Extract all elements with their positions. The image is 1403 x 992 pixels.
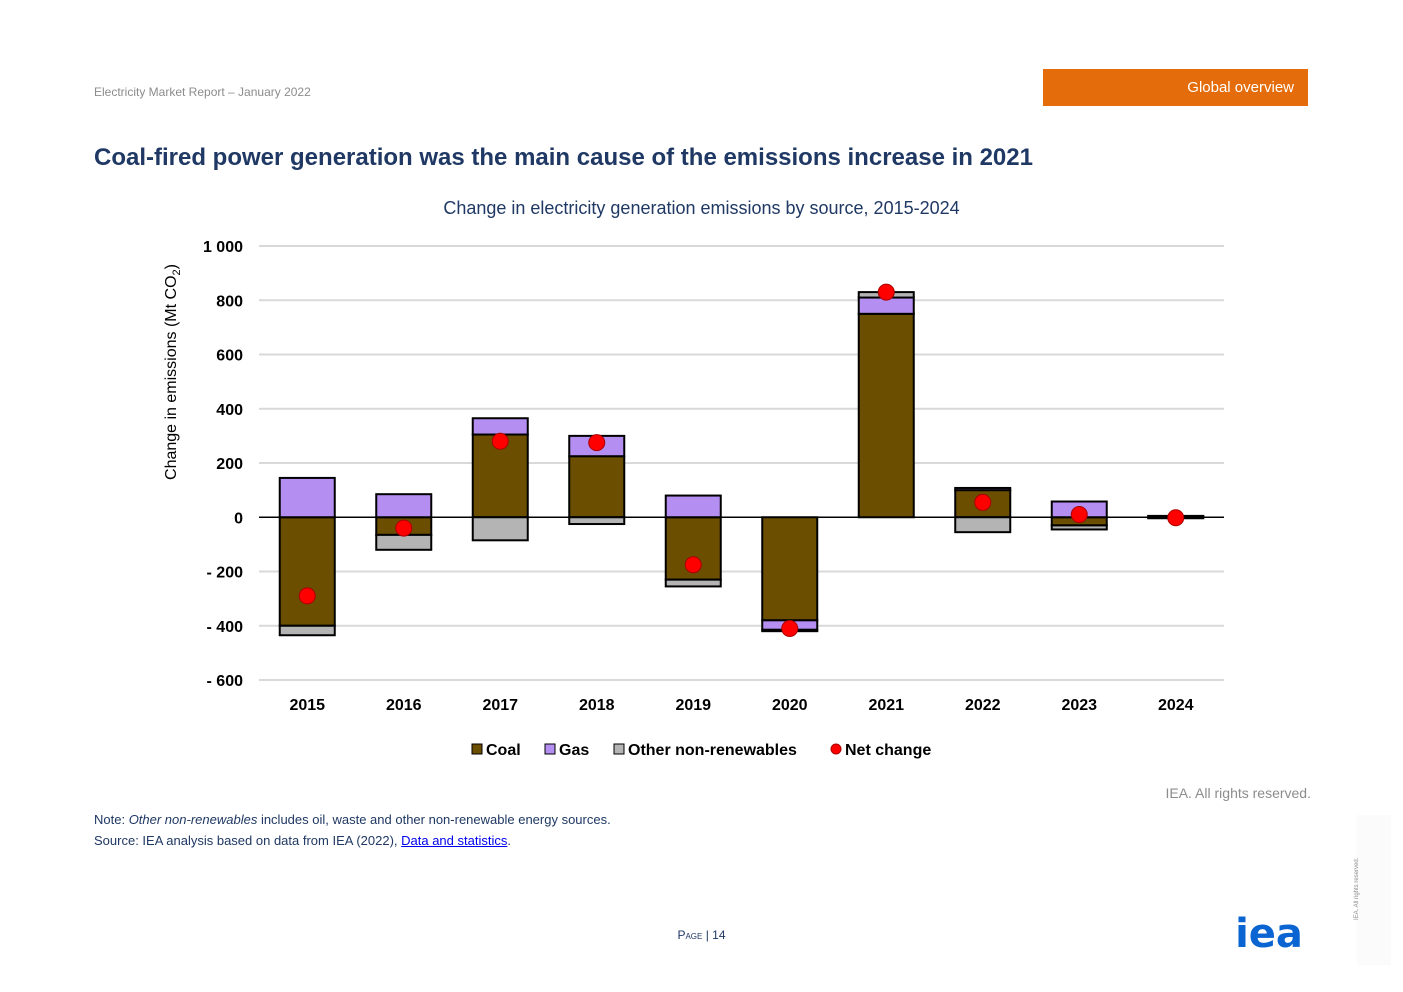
net-change-point-2015 (298, 587, 316, 605)
side-strip (1357, 815, 1391, 965)
legend-swatch-coal (471, 743, 483, 755)
note-italic-term: Other non-renewables (128, 812, 258, 827)
x-tick-label: 2022 (965, 697, 1001, 714)
net-change-point-2022 (974, 493, 992, 511)
iea-logo-text: iea (1235, 914, 1303, 954)
y-tick-label: 0 (234, 510, 243, 527)
page-number: Page | 14 (677, 928, 726, 942)
bar-coal-2015 (278, 516, 336, 627)
bar-gas-2022 (954, 486, 1012, 492)
y-tick-label: 1 000 (203, 239, 243, 256)
bar-gas-2015 (278, 476, 336, 519)
bar-gas-2017 (471, 417, 529, 436)
gridlines (259, 245, 1224, 681)
y-axis-label: Change in emissions (Mt CO2) (163, 264, 183, 480)
net-change-point-2018 (588, 434, 606, 452)
bar-coal-2021 (857, 312, 915, 519)
y-tick-label: - 200 (207, 565, 244, 582)
report-title: Electricity Market Report – January 2022 (94, 85, 311, 99)
y-tick-label: - 600 (207, 673, 244, 690)
net-change-point-2021 (877, 283, 895, 301)
bar-gas-2019 (664, 494, 722, 519)
bar-other-non-renewables-2019 (664, 578, 722, 588)
side-rights-text: IEA. All rights reserved. (1354, 857, 1360, 920)
bar-other-non-renewables-2015 (278, 624, 336, 637)
net-change-point-2020 (781, 619, 799, 637)
x-tick-label: 2020 (772, 697, 808, 714)
bar-coal-2018 (568, 455, 626, 519)
y-tick-label: 200 (216, 456, 243, 473)
legend-label-net-change: Net change (845, 742, 931, 759)
data-and-statistics-link[interactable]: Data and statistics (401, 833, 508, 848)
iea-logo: iea (1235, 914, 1303, 954)
x-tick-label: 2019 (675, 697, 711, 714)
net-change-point-2017 (491, 432, 509, 450)
bar-gas-2016 (375, 493, 433, 519)
bar-other-non-renewables-2023 (1050, 524, 1108, 531)
bar-other-non-renewables-2022 (954, 516, 1012, 534)
source-text: Source: IEA analysis based on data from … (94, 833, 511, 848)
note-text: Note: Other non-renewables includes oil,… (94, 812, 611, 827)
x-tick-labels: 2015 2016 2017 2018 2019 2020 2021 2022 2023 2024 (289, 697, 1193, 714)
x-tick-label: 2018 (579, 697, 615, 714)
bar-other-non-renewables-2018 (568, 516, 626, 526)
legend-label-gas: Gas (559, 742, 589, 759)
bar-other-non-renewables-2017 (471, 516, 529, 542)
net-change-point-2024 (1167, 509, 1185, 527)
legend-label-coal: Coal (486, 742, 521, 759)
y-tick-labels: - 600 - 400 - 200 0 200 400 600 800 1 000 (203, 239, 243, 690)
y-tick-label: 400 (216, 402, 243, 419)
x-tick-label: 2021 (868, 697, 904, 714)
x-tick-label: 2016 (386, 697, 422, 714)
legend-swatch-net-change (830, 743, 842, 755)
net-change-point-2016 (395, 519, 413, 537)
x-tick-label: 2024 (1158, 697, 1194, 714)
y-tick-label: 600 (216, 348, 243, 365)
bar-coal-2020 (761, 516, 819, 622)
legend-swatch-other-non-renewables (613, 743, 625, 755)
section-badge: Global overview (1043, 69, 1308, 106)
net-change-point-2023 (1070, 506, 1088, 524)
legend-label-other-non-renewables: Other non-renewables (628, 742, 797, 759)
legend: Coal Gas Other non-renewables Net change (471, 742, 931, 759)
x-tick-label: 2017 (482, 697, 518, 714)
chart-title: Change in electricity generation emissio… (443, 198, 960, 218)
copyright-text: IEA. All rights reserved. (1165, 785, 1311, 801)
y-tick-label: - 400 (207, 619, 244, 636)
x-tick-label: 2015 (289, 697, 325, 714)
page-heading: Coal-fired power generation was the main… (94, 144, 1033, 171)
net-change-points (298, 283, 1185, 637)
legend-swatch-gas (544, 743, 556, 755)
bar-other-non-renewables-2016 (375, 533, 433, 551)
y-tick-label: 800 (216, 293, 243, 310)
net-change-point-2019 (684, 556, 702, 574)
x-tick-label: 2023 (1061, 697, 1097, 714)
